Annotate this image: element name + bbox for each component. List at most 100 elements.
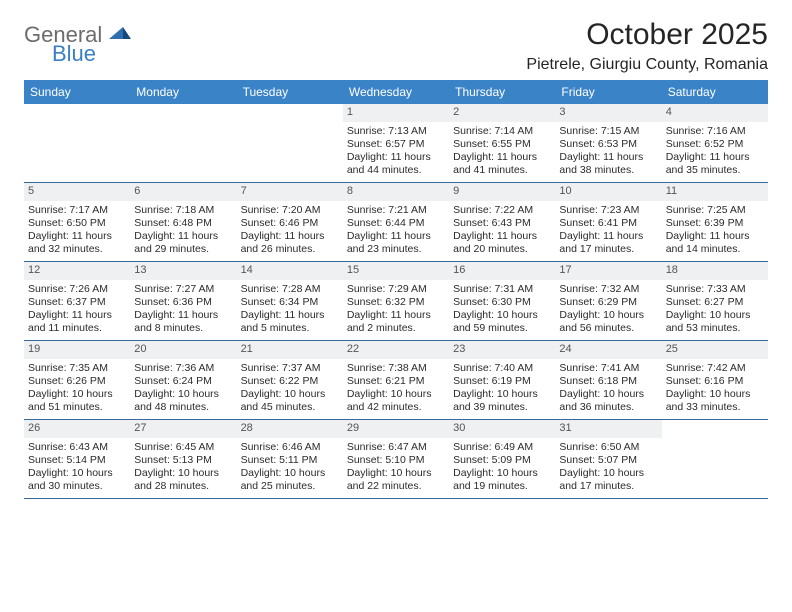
day-cell — [662, 420, 768, 498]
daylight-text: Daylight: 11 hours — [28, 230, 126, 243]
sunset-text: Sunset: 5:07 PM — [559, 454, 657, 467]
daylight-text: and 38 minutes. — [559, 164, 657, 177]
sunrise-text: Sunrise: 7:27 AM — [134, 283, 232, 296]
sunrise-text: Sunrise: 7:35 AM — [28, 362, 126, 375]
daylight-text: and 29 minutes. — [134, 243, 232, 256]
day-number: 19 — [24, 341, 130, 359]
sunrise-text: Sunrise: 7:33 AM — [666, 283, 764, 296]
day-cell: 7Sunrise: 7:20 AMSunset: 6:46 PMDaylight… — [237, 183, 343, 261]
daylight-text: Daylight: 11 hours — [453, 151, 551, 164]
sunrise-text: Sunrise: 7:26 AM — [28, 283, 126, 296]
day-cell: 21Sunrise: 7:37 AMSunset: 6:22 PMDayligh… — [237, 341, 343, 419]
sunrise-text: Sunrise: 6:45 AM — [134, 441, 232, 454]
daylight-text: and 8 minutes. — [134, 322, 232, 335]
daylight-text: Daylight: 11 hours — [134, 230, 232, 243]
sunrise-text: Sunrise: 7:28 AM — [241, 283, 339, 296]
day-number: 31 — [555, 420, 661, 438]
daylight-text: and 36 minutes. — [559, 401, 657, 414]
sunset-text: Sunset: 6:36 PM — [134, 296, 232, 309]
sunrise-text: Sunrise: 7:13 AM — [347, 125, 445, 138]
daylight-text: and 41 minutes. — [453, 164, 551, 177]
sunset-text: Sunset: 6:16 PM — [666, 375, 764, 388]
dow-tuesday: Tuesday — [237, 80, 343, 104]
daylight-text: and 17 minutes. — [559, 480, 657, 493]
sunrise-text: Sunrise: 7:41 AM — [559, 362, 657, 375]
day-cell: 14Sunrise: 7:28 AMSunset: 6:34 PMDayligh… — [237, 262, 343, 340]
dow-wednesday: Wednesday — [343, 80, 449, 104]
day-cell: 31Sunrise: 6:50 AMSunset: 5:07 PMDayligh… — [555, 420, 661, 498]
day-number: 7 — [237, 183, 343, 201]
sunrise-text: Sunrise: 7:40 AM — [453, 362, 551, 375]
daylight-text: Daylight: 11 hours — [347, 230, 445, 243]
daylight-text: Daylight: 11 hours — [241, 309, 339, 322]
daylight-text: Daylight: 10 hours — [453, 467, 551, 480]
day-cell: 16Sunrise: 7:31 AMSunset: 6:30 PMDayligh… — [449, 262, 555, 340]
day-cell: 29Sunrise: 6:47 AMSunset: 5:10 PMDayligh… — [343, 420, 449, 498]
daylight-text: Daylight: 10 hours — [134, 467, 232, 480]
day-number: 25 — [662, 341, 768, 359]
sunrise-text: Sunrise: 7:31 AM — [453, 283, 551, 296]
daylight-text: and 35 minutes. — [666, 164, 764, 177]
daylight-text: Daylight: 11 hours — [347, 309, 445, 322]
day-cell: 13 Sunrise: 7:27 AMSunset: 6:36 PMDayligh… — [130, 262, 236, 340]
day-cell: 5Sunrise: 7:17 AMSunset: 6:50 PMDaylight… — [24, 183, 130, 261]
day-cell: 27Sunrise: 6:45 AMSunset: 5:13 PMDayligh… — [130, 420, 236, 498]
sunrise-text: Sunrise: 7:14 AM — [453, 125, 551, 138]
sunset-text: Sunset: 6:44 PM — [347, 217, 445, 230]
sunset-text: Sunset: 6:43 PM — [453, 217, 551, 230]
brand-triangle-icon — [109, 24, 131, 42]
sunrise-text: Sunrise: 7:23 AM — [559, 204, 657, 217]
day-cell: 4Sunrise: 7:16 AMSunset: 6:52 PMDaylight… — [662, 104, 768, 182]
sunset-text: Sunset: 6:19 PM — [453, 375, 551, 388]
day-number: 15 — [343, 262, 449, 280]
dow-sunday: Sunday — [24, 80, 130, 104]
daylight-text: and 11 minutes. — [28, 322, 126, 335]
daylight-text: Daylight: 11 hours — [347, 151, 445, 164]
sunrise-text: Sunrise: 7:36 AM — [134, 362, 232, 375]
daylight-text: and 14 minutes. — [666, 243, 764, 256]
day-cell: 2Sunrise: 7:14 AMSunset: 6:55 PMDaylight… — [449, 104, 555, 182]
daylight-text: Daylight: 10 hours — [666, 388, 764, 401]
day-number: 10 — [555, 183, 661, 201]
sunrise-text: Sunrise: 7:32 AM — [559, 283, 657, 296]
daylight-text: and 39 minutes. — [453, 401, 551, 414]
sunset-text: Sunset: 5:09 PM — [453, 454, 551, 467]
sunset-text: Sunset: 5:14 PM — [28, 454, 126, 467]
daylight-text: Daylight: 11 hours — [559, 230, 657, 243]
day-cell: 22Sunrise: 7:38 AMSunset: 6:21 PMDayligh… — [343, 341, 449, 419]
daylight-text: Daylight: 11 hours — [28, 309, 126, 322]
daylight-text: and 48 minutes. — [134, 401, 232, 414]
sunrise-text: Sunrise: 7:37 AM — [241, 362, 339, 375]
daylight-text: Daylight: 10 hours — [241, 388, 339, 401]
daylight-text: Daylight: 10 hours — [453, 309, 551, 322]
day-number: 24 — [555, 341, 661, 359]
sunrise-text: Sunrise: 7:22 AM — [453, 204, 551, 217]
day-number: 20 — [130, 341, 236, 359]
dow-thursday: Thursday — [449, 80, 555, 104]
day-number: 18 — [662, 262, 768, 280]
sunset-text: Sunset: 6:50 PM — [28, 217, 126, 230]
daylight-text: Daylight: 11 hours — [134, 309, 232, 322]
daylight-text: Daylight: 11 hours — [453, 230, 551, 243]
sunrise-text: Sunrise: 7:16 AM — [666, 125, 764, 138]
day-cell: 18Sunrise: 7:33 AMSunset: 6:27 PMDayligh… — [662, 262, 768, 340]
daylight-text: and 22 minutes. — [347, 480, 445, 493]
day-number: 6 — [130, 183, 236, 201]
sunset-text: Sunset: 6:53 PM — [559, 138, 657, 151]
sunrise-text: Sunrise: 6:47 AM — [347, 441, 445, 454]
daylight-text: and 28 minutes. — [134, 480, 232, 493]
daylight-text: and 19 minutes. — [453, 480, 551, 493]
daylight-text: Daylight: 10 hours — [347, 388, 445, 401]
daylight-text: and 17 minutes. — [559, 243, 657, 256]
title-block: October 2025 Pietrele, Giurgiu County, R… — [526, 18, 768, 74]
day-number: 27 — [130, 420, 236, 438]
sunset-text: Sunset: 6:34 PM — [241, 296, 339, 309]
day-cell: 8Sunrise: 7:21 AMSunset: 6:44 PMDaylight… — [343, 183, 449, 261]
sunset-text: Sunset: 6:22 PM — [241, 375, 339, 388]
sunset-text: Sunset: 6:48 PM — [134, 217, 232, 230]
daylight-text: and 42 minutes. — [347, 401, 445, 414]
daylight-text: and 33 minutes. — [666, 401, 764, 414]
day-number: 13 — [130, 262, 236, 280]
week-row: 1Sunrise: 7:13 AMSunset: 6:57 PMDaylight… — [24, 104, 768, 183]
day-number: 29 — [343, 420, 449, 438]
